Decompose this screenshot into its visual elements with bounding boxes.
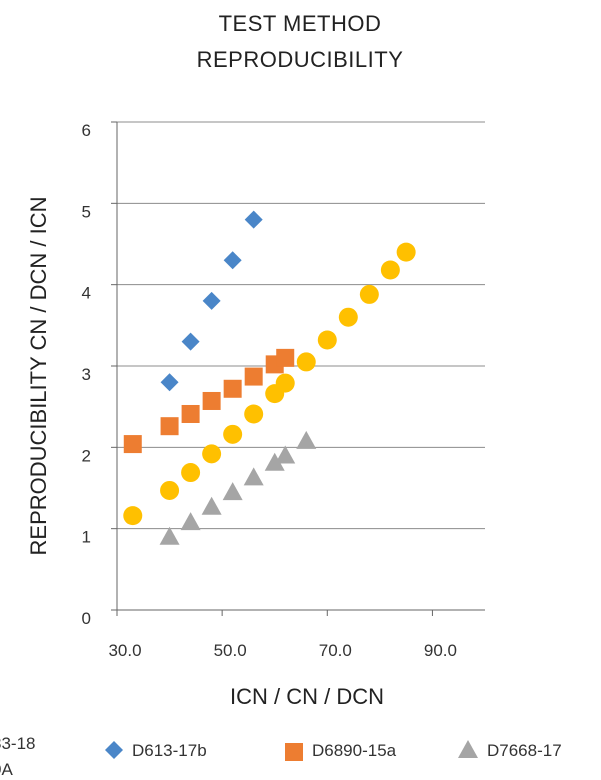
y-tick-label: 5 xyxy=(82,202,91,221)
data-point-triangle xyxy=(180,512,201,531)
legend-label: D613-17b xyxy=(132,741,207,760)
legend-marker-diamond xyxy=(105,741,123,759)
y-tick-label: 1 xyxy=(82,528,91,547)
data-point-square xyxy=(244,367,263,386)
legend-label: D6890-15a xyxy=(312,741,397,760)
data-point-circle xyxy=(275,373,295,393)
series-diamond-points xyxy=(160,210,263,392)
series-triangle-points xyxy=(159,430,317,545)
legend-label: D7668-17 xyxy=(487,741,562,760)
data-point-diamond xyxy=(244,210,263,229)
data-point-diamond xyxy=(181,332,200,351)
legend-marker-square xyxy=(285,743,303,761)
data-point-circle xyxy=(380,260,400,280)
y-tick-label: 6 xyxy=(82,121,91,140)
data-point-triangle xyxy=(159,526,180,545)
data-point-circle xyxy=(223,424,243,444)
data-point-square xyxy=(123,435,142,454)
data-point-diamond xyxy=(202,291,221,310)
data-point-circle xyxy=(338,307,358,327)
data-point-circle xyxy=(244,404,264,424)
legend-item: D7668-17 xyxy=(458,740,562,760)
series-square-points xyxy=(123,348,295,454)
legend: 83-18 D613-17b D6890-15a D7668-17 0A xyxy=(0,734,562,779)
data-point-diamond xyxy=(223,251,242,270)
data-point-square xyxy=(181,404,200,423)
series-circle-points xyxy=(123,242,416,526)
data-points xyxy=(123,210,416,545)
chart-title: TEST METHOD REPRODUCIBILITY xyxy=(160,6,440,78)
data-point-circle xyxy=(317,330,337,350)
legend-item: D6890-15a xyxy=(285,741,397,761)
data-point-triangle xyxy=(264,452,285,471)
data-point-circle xyxy=(396,242,416,262)
chart-title-line-1: TEST METHOD xyxy=(218,11,382,36)
x-axis-title: ICN / CN / DCN xyxy=(230,684,384,709)
y-tick-label: 0 xyxy=(82,609,91,628)
legend-label-fragment: 0A xyxy=(0,760,13,779)
y-tick-label: 3 xyxy=(82,365,91,384)
data-point-circle xyxy=(181,463,201,483)
data-point-triangle xyxy=(296,430,317,449)
data-point-square xyxy=(276,348,295,367)
y-tick-label: 4 xyxy=(82,284,91,303)
gridlines xyxy=(117,121,485,530)
data-point-circle xyxy=(123,506,143,526)
tick-labels: 0 1 2 3 4 5 6 30.0 50.0 70.0 90.0 xyxy=(82,121,457,660)
y-tick-label: 2 xyxy=(82,446,91,465)
chart-title-line-2: REPRODUCIBILITY xyxy=(196,47,404,72)
data-point-square xyxy=(223,379,242,398)
data-point-circle xyxy=(359,284,379,304)
legend-item: D613-17b xyxy=(105,741,207,760)
data-point-square xyxy=(202,391,221,410)
data-point-circle xyxy=(296,352,316,372)
x-tick-label: 30.0 xyxy=(108,641,141,660)
x-tick-label: 70.0 xyxy=(319,641,352,660)
y-axis-title: REPRODUCIBILITY CN / DCN / ICN xyxy=(26,197,51,556)
data-point-square xyxy=(160,417,179,436)
legend-label: 83-18 xyxy=(0,734,35,753)
data-point-circle xyxy=(160,480,180,500)
data-point-triangle xyxy=(201,496,222,515)
axes xyxy=(111,121,485,616)
data-point-triangle xyxy=(275,445,296,464)
x-tick-label: 90.0 xyxy=(424,641,457,660)
legend-marker-triangle xyxy=(458,740,478,758)
data-point-triangle xyxy=(222,482,243,501)
data-point-triangle xyxy=(243,467,264,486)
x-tick-label: 50.0 xyxy=(214,641,247,660)
data-point-diamond xyxy=(160,373,179,392)
legend-item: 83-18 xyxy=(0,734,35,753)
data-point-circle xyxy=(202,444,222,464)
